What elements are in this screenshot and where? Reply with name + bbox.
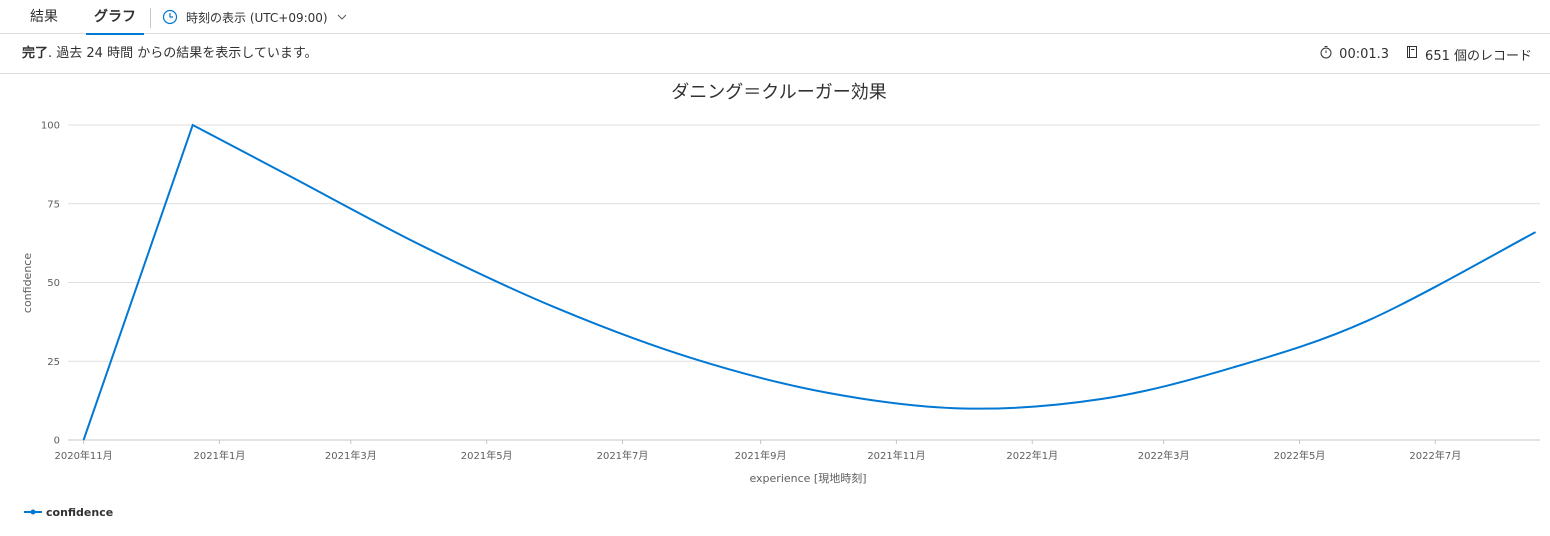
x-tick-label: 2021年3月 xyxy=(325,449,377,462)
chart-area: ダニング＝クルーガー効果 0 25 50 75 100 2020年11月 2021年1月 2… xyxy=(0,74,1550,532)
status-text: . 過去 24 時間 からの結果を表示しています。 xyxy=(48,46,318,61)
timezone-label: 時刻の表示 (UTC+09:00) xyxy=(186,10,328,25)
stopwatch-icon xyxy=(1319,45,1339,63)
status-message: 完了. 過去 24 時間 からの結果を表示しています。 xyxy=(22,34,318,74)
x-tick-label: 2021年9月 xyxy=(735,449,787,462)
data-point[interactable] xyxy=(417,242,423,248)
duration-value: 00:01.3 xyxy=(1339,46,1390,62)
data-point[interactable] xyxy=(1230,365,1236,371)
tab-divider xyxy=(150,8,151,28)
chart-grid xyxy=(68,124,1540,441)
tab-chart[interactable]: グラフ xyxy=(86,0,144,35)
x-tick-label: 2021年7月 xyxy=(597,449,649,462)
y-axis-ticks: 0 25 50 75 100 xyxy=(41,121,60,447)
data-point[interactable] xyxy=(190,122,196,128)
data-point[interactable] xyxy=(1366,317,1372,323)
y-tick-label: 0 xyxy=(54,436,60,447)
y-tick-label: 75 xyxy=(47,199,60,210)
status-bar: 完了. 過去 24 時間 からの結果を表示しています。 00:01.3 651 … xyxy=(0,34,1550,74)
data-point[interactable] xyxy=(285,172,291,178)
data-point[interactable] xyxy=(689,355,695,361)
status-done: 完了 xyxy=(22,46,49,61)
x-tick-label: 2022年3月 xyxy=(1138,449,1190,462)
chevron-down-icon xyxy=(336,11,348,23)
x-axis-ticks: 2020年11月 2021年1月 2021年3月 2021年5月 2021年7月 2021… xyxy=(54,440,1461,462)
series-line-confidence[interactable] xyxy=(82,123,1537,441)
x-tick-label: 2021年1月 xyxy=(194,449,246,462)
tab-chart-label: グラフ xyxy=(94,9,136,25)
x-axis-label: experience [現地時刻] xyxy=(749,471,866,485)
y-tick-label: 100 xyxy=(41,121,60,132)
legend-label: confidence xyxy=(46,505,114,519)
data-point[interactable] xyxy=(81,437,87,443)
active-tab-indicator xyxy=(86,33,144,35)
timezone-selector[interactable]: 時刻の表示 (UTC+09:00) xyxy=(162,0,348,34)
chart-title: ダニング＝クルーガー効果 xyxy=(671,82,886,103)
y-axis-label: confidence xyxy=(21,253,34,313)
chart-series xyxy=(81,122,1539,443)
status-metrics: 00:01.3 651 個のレコード xyxy=(1303,34,1532,74)
query-duration: 00:01.3 xyxy=(1319,45,1389,63)
legend-line-marker xyxy=(24,509,42,515)
data-point[interactable] xyxy=(553,305,559,311)
data-point[interactable] xyxy=(1533,229,1539,235)
x-tick-label: 2021年11月 xyxy=(867,449,925,462)
x-tick-label: 2020年11月 xyxy=(54,449,112,462)
y-tick-label: 50 xyxy=(47,278,60,289)
record-count-value: 651 個のレコード xyxy=(1425,48,1532,64)
records-icon xyxy=(1405,45,1425,63)
y-tick-label: 25 xyxy=(47,357,60,368)
tab-bar: 結果 グラフ 時刻の表示 (UTC+09:00) xyxy=(0,0,1550,35)
data-point[interactable] xyxy=(960,406,966,412)
data-point[interactable] xyxy=(1098,396,1104,402)
x-tick-label: 2022年5月 xyxy=(1274,449,1326,462)
data-point[interactable] xyxy=(824,390,830,396)
record-count: 651 個のレコード xyxy=(1405,45,1532,64)
tab-results[interactable]: 結果 xyxy=(30,9,58,25)
x-tick-label: 2021年5月 xyxy=(461,449,513,462)
clock-icon xyxy=(162,9,178,25)
chart-legend[interactable]: confidence xyxy=(24,504,113,520)
x-tick-label: 2022年7月 xyxy=(1409,449,1461,462)
x-tick-label: 2022年1月 xyxy=(1006,449,1058,462)
